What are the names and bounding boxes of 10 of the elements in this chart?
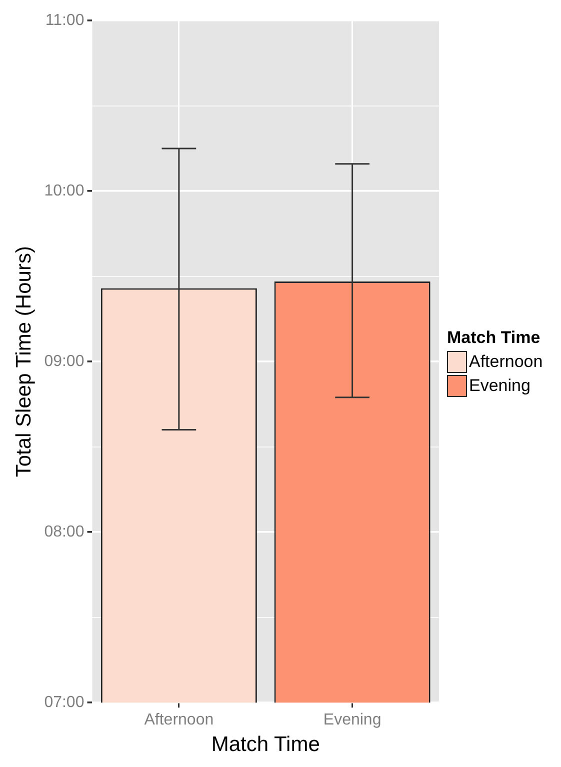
y-tick-label: 07:00 (44, 694, 84, 712)
legend-label: Afternoon (469, 352, 543, 372)
y-tick-label: 11:00 (45, 12, 84, 30)
legend-title: Match Time (447, 328, 542, 348)
y-axis-title: Total Sleep Time (Hours) (12, 246, 36, 478)
x-axis-title: Match Time (211, 733, 320, 756)
y-tick-label: 10:00 (44, 182, 84, 200)
y-tick-label: 09:00 (44, 353, 84, 370)
legend-label: Evening (469, 376, 530, 396)
y-tick-label: 08:00 (44, 524, 84, 541)
